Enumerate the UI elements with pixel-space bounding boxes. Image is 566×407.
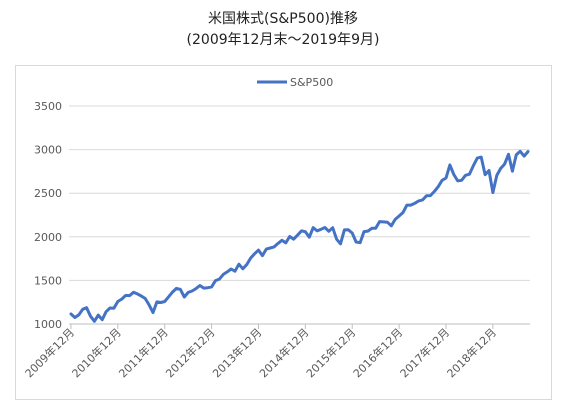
y-tick-label: 2000	[34, 231, 62, 244]
y-tick-label: 3000	[34, 144, 62, 157]
y-tick-label: 1000	[34, 318, 62, 331]
series-lines	[69, 149, 530, 323]
legend: S&P500	[257, 76, 333, 89]
x-tick-label: 2016年12月	[350, 325, 405, 380]
x-tick-label: 2012年12月	[163, 325, 218, 380]
gridlines	[69, 105, 530, 281]
x-tick-label: 2015年12月	[303, 325, 358, 380]
y-tick-label: 3500	[34, 100, 62, 113]
x-tick-label: 2013年12月	[209, 325, 264, 380]
x-tick-label: 2017年12月	[397, 325, 452, 380]
x-tick-label: 2010年12月	[69, 325, 124, 380]
legend-label-sp500: S&P500	[290, 76, 333, 89]
x-tick-label: 2018年12月	[444, 325, 499, 380]
chart-title: 米国株式(S&P500)推移	[208, 11, 358, 27]
y-tick-label: 2500	[34, 187, 62, 200]
y-tick-label: 1500	[34, 274, 62, 287]
x-axis-ticks: 2009年12月2010年12月2011年12月2012年12月2013年12月…	[22, 325, 499, 380]
series-line-sp500	[69, 149, 530, 323]
x-tick-label: 2009年12月	[22, 325, 77, 380]
x-tick-label: 2011年12月	[116, 325, 171, 380]
y-axis-ticks: 1000 1500 2000 2500 3000 3500	[34, 100, 62, 331]
chart-subtitle: (2009年12月末～2019年9月)	[186, 32, 380, 48]
x-tick-label: 2014年12月	[256, 325, 311, 380]
chart-frame	[15, 65, 552, 400]
x-axis	[69, 323, 530, 329]
